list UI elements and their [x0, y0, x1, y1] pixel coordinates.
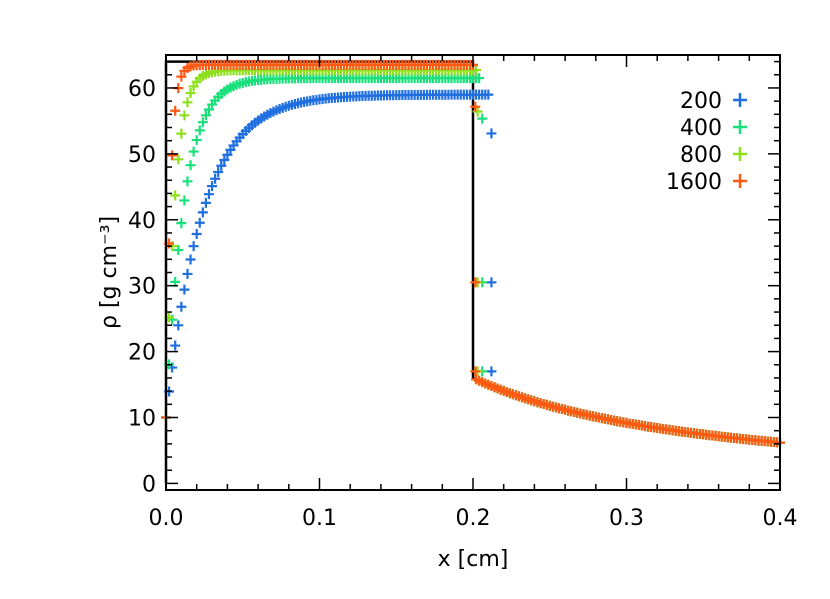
- x-tick-label: 0.1: [302, 506, 337, 531]
- legend-marker: [733, 174, 747, 188]
- data-marker: [486, 366, 497, 377]
- data-marker: [182, 268, 193, 279]
- legend-marker: [733, 93, 747, 107]
- data-marker: [170, 340, 181, 351]
- data-marker: [191, 228, 202, 239]
- data-marker: [471, 65, 482, 76]
- data-marker: [173, 245, 184, 256]
- x-tick-label: 0.0: [149, 506, 184, 531]
- data-marker: [210, 173, 221, 184]
- data-marker: [173, 154, 184, 165]
- data-marker: [170, 105, 181, 116]
- legend-label: 200: [680, 89, 722, 114]
- data-marker: [474, 73, 485, 84]
- data-marker: [176, 71, 187, 82]
- data-marker: [200, 197, 211, 208]
- y-tick-label: 10: [128, 407, 156, 432]
- y-tick-label: 60: [128, 77, 156, 102]
- data-marker: [219, 155, 230, 166]
- data-marker: [197, 207, 208, 218]
- data-marker: [194, 217, 205, 228]
- data-marker: [176, 128, 187, 139]
- data-marker: [213, 166, 224, 177]
- data-marker: [176, 218, 187, 229]
- data-marker: [470, 366, 481, 377]
- data-marker: [486, 128, 497, 139]
- data-marker: [470, 101, 481, 112]
- data-marker: [483, 89, 494, 100]
- data-marker: [185, 254, 196, 265]
- data-marker: [200, 110, 211, 121]
- data-marker: [191, 135, 202, 146]
- data-marker: [179, 284, 190, 295]
- data-marker: [470, 277, 481, 288]
- data-marker: [194, 125, 205, 136]
- y-tick-label: 50: [128, 143, 156, 168]
- data-marker: [182, 176, 193, 187]
- data-marker: [188, 241, 199, 252]
- y-axis-title: ρ [g cm⁻³]: [97, 216, 122, 329]
- data-marker: [207, 181, 218, 192]
- data-marker: [185, 88, 196, 99]
- data-marker: [182, 97, 193, 108]
- data-marker: [173, 320, 184, 331]
- series-1600: [161, 59, 785, 448]
- x-tick-label: 0.3: [609, 506, 644, 531]
- y-tick-label: 30: [128, 275, 156, 300]
- data-marker: [185, 160, 196, 171]
- legend-marker: [733, 120, 747, 134]
- data-marker: [203, 189, 214, 200]
- data-markers-group: [161, 59, 785, 448]
- legend-label: 1600: [666, 170, 722, 195]
- data-marker: [216, 160, 227, 171]
- data-marker: [477, 113, 488, 124]
- legend-marker: [733, 147, 747, 161]
- x-tick-label: 0.4: [763, 506, 798, 531]
- data-marker: [176, 301, 187, 312]
- data-marker: [167, 150, 178, 161]
- y-tick-label: 20: [128, 341, 156, 366]
- data-marker: [486, 277, 497, 288]
- data-marker: [179, 110, 190, 121]
- data-marker: [197, 117, 208, 128]
- data-marker: [179, 195, 190, 206]
- data-marker: [170, 190, 181, 201]
- axis-ticks-group: 0.0 0.1 0.2 0.3 0.4 0 10 20 30 40 50 60: [128, 55, 798, 531]
- y-tick-label: 0: [142, 472, 156, 497]
- data-marker: [188, 146, 199, 157]
- legend-label: 400: [680, 116, 722, 141]
- y-tick-label: 40: [128, 209, 156, 234]
- legend-label: 800: [680, 143, 722, 168]
- x-axis-title: x [cm]: [438, 547, 509, 572]
- x-tick-label: 0.2: [456, 506, 491, 531]
